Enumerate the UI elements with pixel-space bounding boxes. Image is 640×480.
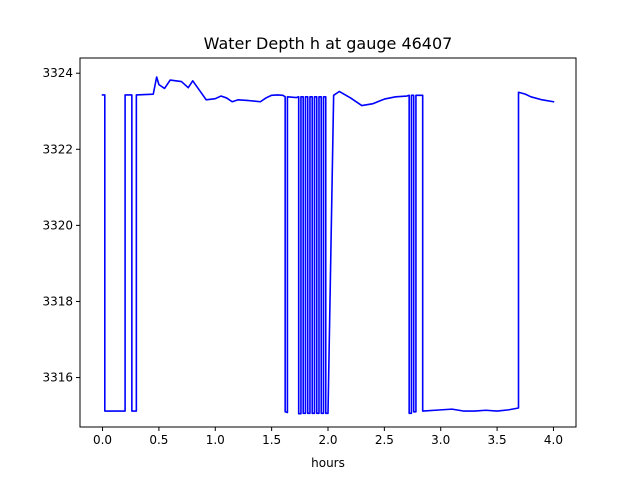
x-tick-label: 1.5 [262, 433, 281, 447]
series-line-0 [101, 76, 555, 415]
x-tick-label: 0.0 [93, 433, 112, 447]
y-tick-label: 3324 [42, 66, 73, 80]
x-tick-label: 3.0 [431, 433, 450, 447]
x-axis-label: hours [311, 456, 345, 470]
y-tick-label: 3320 [42, 218, 73, 232]
y-tick-label: 3322 [42, 142, 73, 156]
x-tick-label: 2.0 [318, 433, 337, 447]
x-tick-label: 2.5 [375, 433, 394, 447]
y-tick-label: 3318 [42, 294, 73, 308]
chart-title: Water Depth h at gauge 46407 [204, 34, 453, 53]
axes: 0.0 0.5 1.0 1.5 2.0 2.5 3.0 3.5 4.0 3316 3318 3320 3… [42, 57, 577, 447]
plot-area [101, 76, 555, 415]
x-tick-label: 1.0 [206, 433, 225, 447]
y-tick-label: 3316 [42, 371, 73, 385]
x-tick-label: 3.5 [488, 433, 507, 447]
x-tick-label: 0.5 [149, 433, 168, 447]
x-tick-label: 4.0 [544, 433, 563, 447]
